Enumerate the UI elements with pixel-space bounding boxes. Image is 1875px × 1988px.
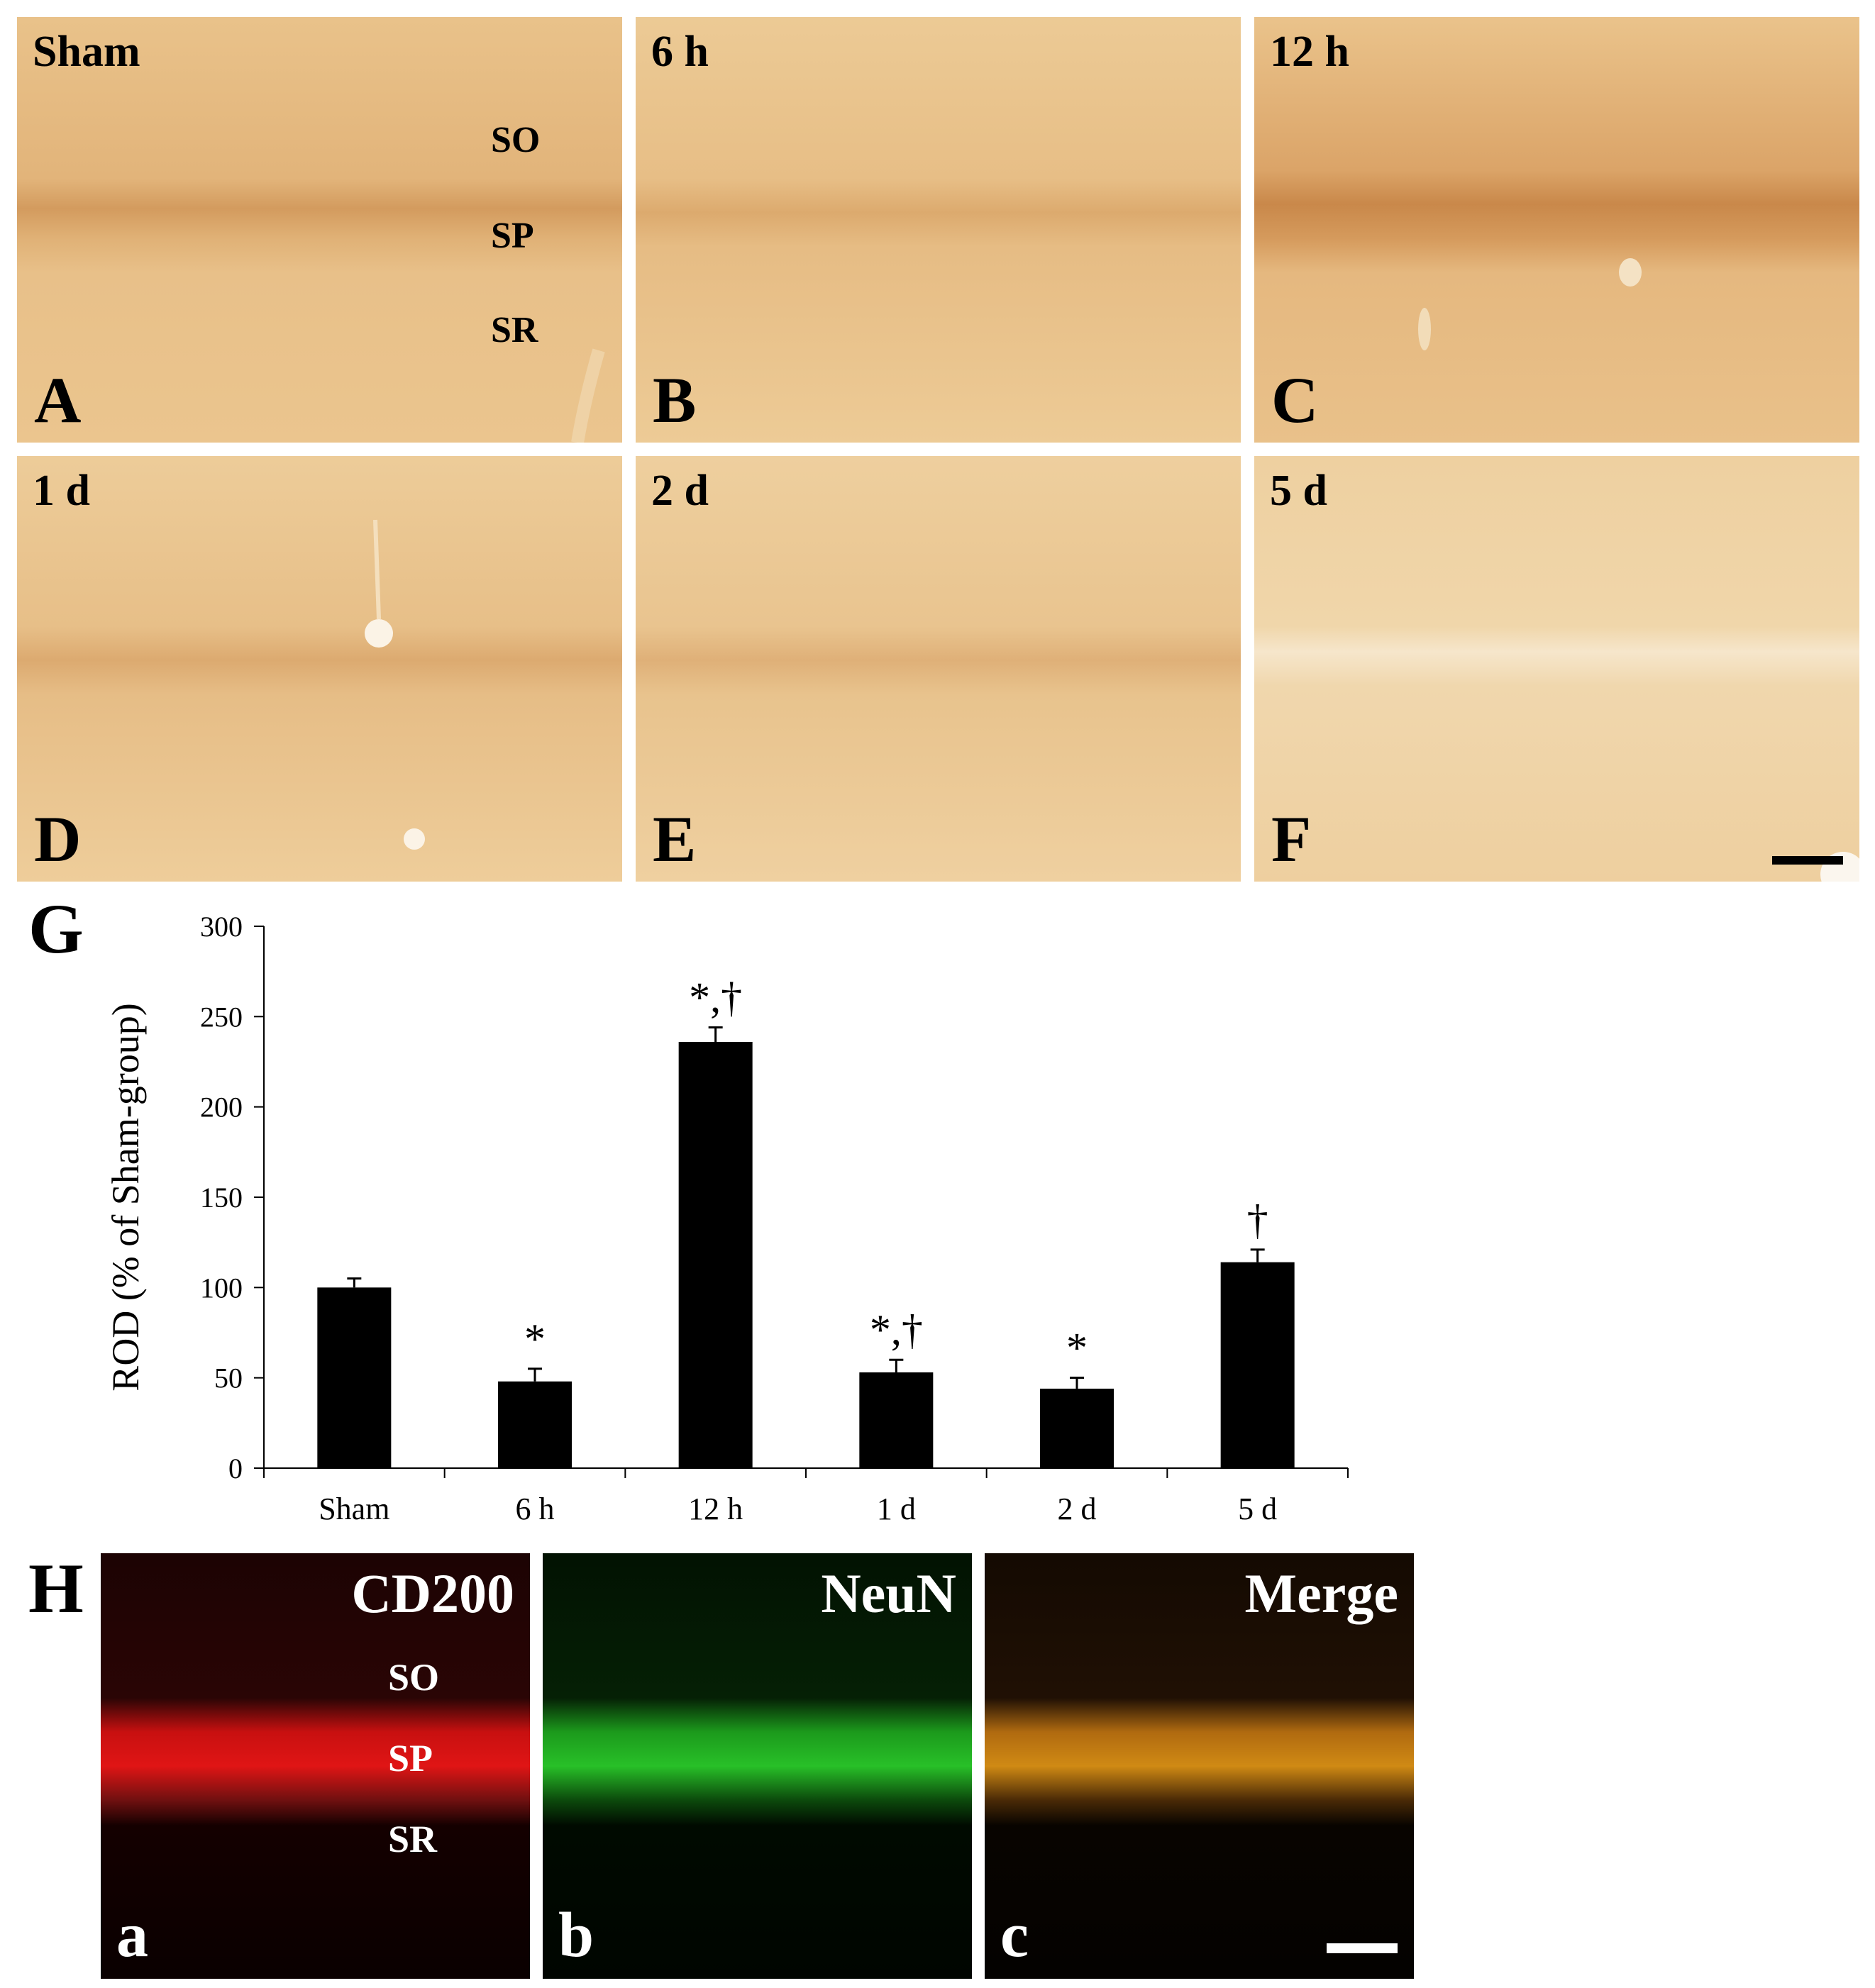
timepoint-label: Sham [33, 28, 140, 76]
bar [859, 1372, 934, 1468]
fluorescence-image [543, 1553, 972, 1979]
layer-label-sp: SP [388, 1737, 433, 1779]
y-tick-label: 300 [200, 911, 243, 943]
channel-title: CD200 [351, 1562, 514, 1624]
x-category-label: 1 d [877, 1492, 916, 1526]
channel-title: NeuN [821, 1562, 956, 1624]
y-tick-label: 250 [200, 1001, 243, 1033]
layer-label-sp: SP [491, 216, 534, 256]
scale-bar [1327, 1943, 1398, 1953]
bar [1040, 1388, 1114, 1468]
ihc-image [17, 17, 622, 443]
x-category-label: 2 d [1058, 1492, 1097, 1526]
panel-c-12h: 12 h C [1254, 17, 1859, 443]
x-category-label: 5 d [1238, 1492, 1277, 1526]
panel-letter: B [653, 364, 697, 436]
panel-f-5d: 5 d F [1254, 456, 1859, 882]
panel-b-6h: 6 h B [636, 17, 1241, 443]
layer-label-so: SO [491, 120, 541, 160]
scale-bar [1772, 856, 1843, 865]
x-category-label: 12 h [688, 1492, 743, 1526]
channel-title: Merge [1244, 1562, 1398, 1624]
ihc-image [17, 456, 622, 882]
panel-letter: D [34, 803, 82, 875]
panel-h-b-neun: NeuN b [543, 1553, 972, 1979]
y-axis-label: ROD (% of Sham-group) [104, 1003, 147, 1391]
bar [1220, 1262, 1295, 1468]
layer-label-sr: SR [388, 1818, 438, 1860]
bar [498, 1381, 572, 1468]
y-tick-label: 0 [228, 1453, 243, 1484]
panel-letter: A [34, 364, 82, 436]
significance-marker: *,† [870, 1306, 923, 1353]
panel-letter-h: H [28, 1549, 84, 1628]
ihc-image [636, 456, 1241, 882]
significance-marker: * [524, 1316, 546, 1362]
timepoint-label: 5 d [1270, 467, 1327, 515]
ihc-image [1254, 17, 1859, 443]
panel-letter: c [1000, 1900, 1029, 1970]
y-tick-label: 100 [200, 1272, 243, 1304]
fluorescence-image [985, 1553, 1414, 1979]
timepoint-label: 6 h [651, 28, 709, 76]
timepoint-label: 12 h [1270, 28, 1349, 76]
fluorescence-image [101, 1553, 530, 1979]
panel-letter: E [653, 803, 697, 875]
y-tick-label: 150 [200, 1182, 243, 1214]
ihc-image [1254, 456, 1859, 882]
panel-letter: C [1271, 364, 1319, 436]
panel-a-sham: Sham SO SP SR A [17, 17, 622, 443]
panel-letter: b [558, 1900, 594, 1970]
layer-label-so: SO [388, 1656, 440, 1699]
x-category-label: 6 h [516, 1492, 555, 1526]
panel-d-1d: 1 d D [17, 456, 622, 882]
bar [678, 1041, 753, 1468]
ihc-image [636, 17, 1241, 443]
timepoint-label: 1 d [33, 467, 90, 515]
rod-bar-chart: 0 50 100 150 200 250 300 ROD (% of Sham-group) S… [104, 911, 1349, 1526]
panel-letter: a [116, 1900, 148, 1970]
panel-letter: F [1271, 803, 1312, 875]
panel-h-a-cd200: CD200 SO SP SR a [101, 1553, 530, 1979]
significance-marker: † [1247, 1196, 1268, 1243]
panel-letter-g: G [28, 889, 84, 968]
significance-marker: * [1066, 1325, 1088, 1372]
y-tick-label: 50 [214, 1362, 243, 1394]
y-tick-label: 200 [200, 1092, 243, 1123]
panel-e-2d: 2 d E [636, 456, 1241, 882]
x-category-label: Sham [319, 1492, 389, 1526]
significance-marker: *,† [689, 974, 742, 1021]
layer-label-sr: SR [491, 310, 538, 350]
panel-h-c-merge: Merge c [985, 1553, 1414, 1979]
bar [317, 1287, 392, 1468]
timepoint-label: 2 d [651, 467, 709, 515]
